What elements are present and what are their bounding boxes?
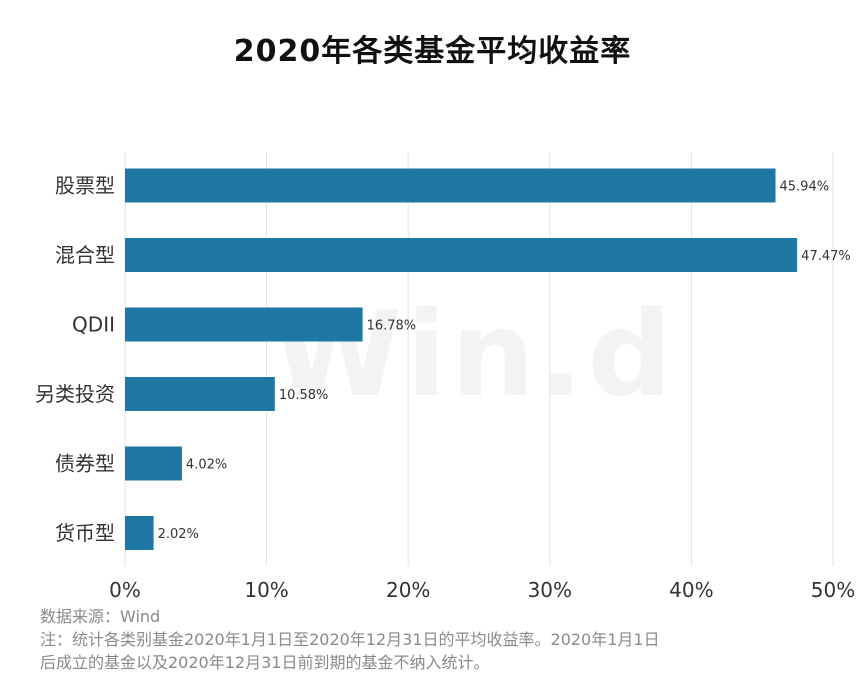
category-label: 货币型 [55,521,115,545]
x-tick-label: 20% [386,578,430,602]
bar [125,377,275,411]
note-line-1: 注：统计各类别基金2020年1月1日至2020年12月31日的平均收益率。202… [40,630,660,649]
bar [125,238,798,272]
bars [125,168,798,550]
bar [125,516,154,550]
value-label: 45.94% [780,180,830,195]
category-label: 债券型 [55,452,115,476]
value-label: 16.78% [367,319,417,334]
grid-lines [124,152,834,566]
value-label: 4.02% [186,458,227,473]
value-label: 10.58% [279,388,329,403]
category-label: 另类投资 [35,382,115,406]
category-label: 混合型 [55,243,115,267]
x-tick-label: 40% [669,578,713,602]
chart-title: 2020年各类基金平均收益率 [233,34,632,69]
bar [125,168,776,203]
bar [125,307,363,342]
x-tick-label: 30% [528,578,572,602]
x-tick-label: 0% [109,578,141,602]
value-label: 2.02% [158,527,199,542]
data-source: 数据来源：Wind [40,607,161,626]
category-label: 股票型 [55,174,115,198]
note-line-2: 后成立的基金以及2020年12月31日前到期的基金不纳入统计。 [40,653,490,672]
x-tick-label: 10% [244,578,288,602]
category-label: QDII [72,313,115,337]
bar [125,446,182,481]
labels: 0% 10% 20% 30% 40% 50% 股票型 45.94% 混合型 47.47% QDII 1… [35,174,855,603]
x-tick-label: 50% [811,578,855,602]
value-label: 47.47% [801,249,851,264]
